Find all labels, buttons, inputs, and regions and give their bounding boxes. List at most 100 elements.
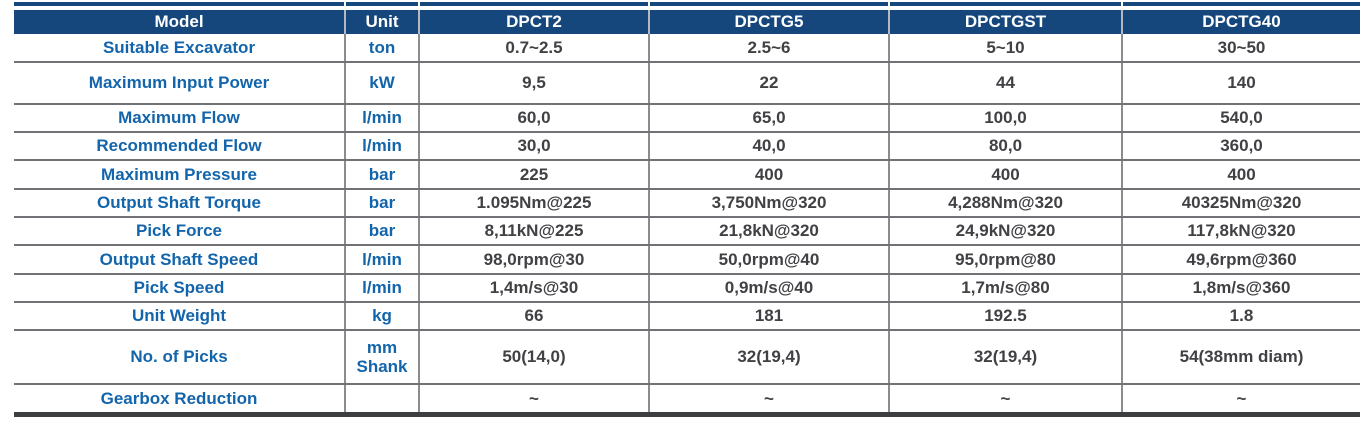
label-suitable-excavator: Suitable Excavator (14, 34, 346, 61)
row-maximum-pressure: Maximum Pressure bar 225 400 400 400 (14, 161, 1360, 190)
value-cell: 225 (420, 161, 650, 188)
value-cell: 40325Nm@320 (1181, 193, 1302, 213)
unit-cell: bar (346, 218, 420, 244)
value-cell: 2.5~6 (650, 34, 890, 61)
value-cell: 1,7m/s@80 (890, 275, 1123, 301)
label-pick-force: Pick Force (14, 218, 346, 244)
row-maximum-flow: Maximum Flow l/min 60,0 65,0 100,0 540,0 (14, 105, 1360, 133)
label-gearbox-reduction: Gearbox Reduction (14, 385, 346, 412)
label-pick-speed: Pick Speed (14, 275, 346, 301)
value-cell: 66 (420, 303, 650, 329)
unit-cell: bar (346, 161, 420, 188)
value-cell: ~ (420, 385, 650, 412)
unit-cell: bar (346, 190, 420, 216)
label-output-shaft-speed: Output Shaft Speed (14, 246, 346, 273)
header-col-dpctg40: DPCTG40 (1123, 10, 1360, 34)
value-cell: ~ (1236, 388, 1247, 408)
value-cell: 98,0rpm@30 (420, 246, 650, 273)
row-output-shaft-speed: Output Shaft Speed l/min 98,0rpm@30 50,0… (14, 246, 1360, 275)
top-border-segment (420, 2, 650, 6)
value-cell: 60,0 (420, 105, 650, 131)
label-unit-weight: Unit Weight (14, 303, 346, 329)
header-model: Model (14, 10, 346, 34)
row-unit-weight: Unit Weight kg 66 181 192.5 1.8 (14, 303, 1360, 331)
value-cell: ~ (890, 385, 1123, 412)
value-cell: 22 (650, 63, 890, 103)
row-maximum-input-power: Maximum Input Power kW 9,5 22 44 140 (14, 63, 1360, 105)
value-cell: 32(19,4) (650, 331, 890, 383)
value-cell: 24,9kN@320 (890, 218, 1123, 244)
label-maximum-input-power: Maximum Input Power (14, 63, 346, 103)
top-border-segment (1123, 2, 1360, 6)
header-unit: Unit (346, 10, 420, 34)
value-cell: 1.095Nm@225 (420, 190, 650, 216)
value-cell: 360,0 (1220, 136, 1263, 156)
value-cell: 3,750Nm@320 (650, 190, 890, 216)
row-suitable-excavator: Suitable Excavator ton 0.7~2.5 2.5~6 5~1… (14, 34, 1360, 63)
label-maximum-pressure: Maximum Pressure (14, 161, 346, 188)
header-col-dpctg5: DPCTG5 (650, 10, 890, 34)
table-bottom-border (14, 412, 1360, 417)
value-cell: 0,9m/s@40 (650, 275, 890, 301)
header-col-dpctgst: DPCTGST (890, 10, 1123, 34)
top-border-segment (650, 2, 890, 6)
value-cell: 192.5 (890, 303, 1123, 329)
spec-table: Model Unit DPCT2 DPCTG5 DPCTGST DPCTG40 … (14, 2, 1360, 417)
value-cell: 400 (650, 161, 890, 188)
value-cell: 140 (1227, 73, 1256, 93)
row-pick-force: Pick Force bar 8,11kN@225 21,8kN@320 24,… (14, 218, 1360, 246)
value-cell: 21,8kN@320 (650, 218, 890, 244)
table-top-border (14, 2, 1360, 6)
row-no-of-picks: No. of Picks mm Shank 50(14,0) 32(19,4) … (14, 331, 1360, 385)
unit-cell: l/min (346, 133, 420, 159)
unit-cell (346, 385, 420, 412)
value-cell: 44 (890, 63, 1123, 103)
unit-cell: kg (346, 303, 420, 329)
value-cell: 80,0 (890, 133, 1123, 159)
unit-cell: l/min (346, 105, 420, 131)
value-cell: 65,0 (650, 105, 890, 131)
label-maximum-flow: Maximum Flow (14, 105, 346, 131)
value-cell: 50(14,0) (420, 331, 650, 383)
value-cell: 0.7~2.5 (420, 34, 650, 61)
value-cell: 4,288Nm@320 (890, 190, 1123, 216)
value-cell: 49,6rpm@360 (1186, 249, 1297, 269)
row-pick-speed: Pick Speed l/min 1,4m/s@30 0,9m/s@40 1,7… (14, 275, 1360, 303)
header-row: Model Unit DPCT2 DPCTG5 DPCTGST DPCTG40 (14, 10, 1360, 34)
spec-table-grid: Model Unit DPCT2 DPCTG5 DPCTGST DPCTG40 … (14, 10, 1360, 412)
value-cell: 50,0rpm@40 (650, 246, 890, 273)
value-cell: 30~50 (1217, 37, 1266, 57)
row-output-shaft-torque: Output Shaft Torque bar 1.095Nm@225 3,75… (14, 190, 1360, 218)
unit-cell: l/min (346, 246, 420, 273)
unit-cell: kW (346, 63, 420, 103)
value-cell: 400 (1227, 164, 1256, 184)
value-cell: 100,0 (890, 105, 1123, 131)
top-border-segment (346, 2, 420, 6)
value-cell: 30,0 (420, 133, 650, 159)
top-border-segment (14, 2, 346, 6)
value-cell: 540,0 (1220, 108, 1263, 128)
unit-cell: l/min (346, 275, 420, 301)
value-cell: 40,0 (650, 133, 890, 159)
row-recommended-flow: Recommended Flow l/min 30,0 40,0 80,0 36… (14, 133, 1360, 161)
unit-cell: ton (346, 34, 420, 61)
value-cell: 9,5 (420, 63, 650, 103)
header-col-dpct2: DPCT2 (420, 10, 650, 34)
label-output-shaft-torque: Output Shaft Torque (14, 190, 346, 216)
unit-cell: mm Shank (346, 331, 420, 383)
label-recommended-flow: Recommended Flow (14, 133, 346, 159)
value-cell: 1.8 (1229, 306, 1254, 326)
value-cell: 400 (890, 161, 1123, 188)
value-cell: 95,0rpm@80 (890, 246, 1123, 273)
value-cell: 1,4m/s@30 (420, 275, 650, 301)
value-cell: 8,11kN@225 (420, 218, 650, 244)
value-cell: 181 (650, 303, 890, 329)
row-gearbox-reduction: Gearbox Reduction ~ ~ ~ ~ (14, 385, 1360, 412)
value-cell: ~ (650, 385, 890, 412)
value-cell: 5~10 (890, 34, 1123, 61)
value-cell: 32(19,4) (890, 331, 1123, 383)
value-cell: 54(38mm diam) (1179, 347, 1304, 367)
value-cell: 117,8kN@320 (1187, 221, 1296, 241)
value-cell: 1,8m/s@360 (1192, 278, 1291, 298)
